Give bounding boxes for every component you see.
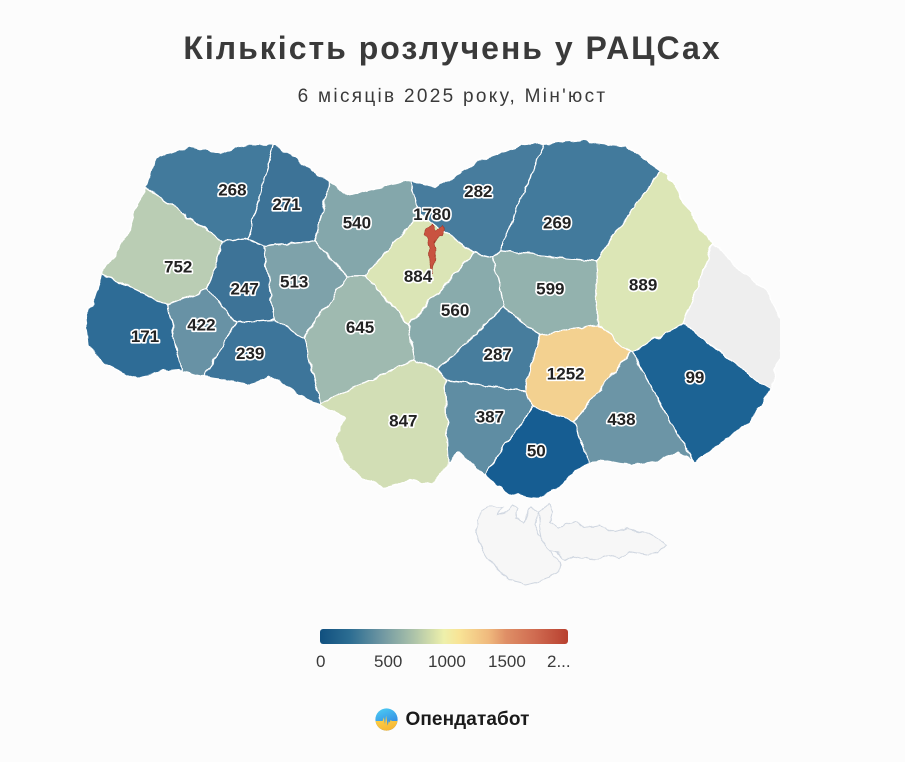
svg-text:271: 271 [272,195,300,214]
svg-text:268: 268 [218,180,246,199]
svg-text:422: 422 [187,316,215,335]
svg-text:513: 513 [280,272,308,291]
svg-text:889: 889 [629,275,657,294]
svg-text:847: 847 [389,412,417,431]
svg-text:540: 540 [343,214,371,233]
svg-text:269: 269 [543,214,571,233]
svg-text:239: 239 [236,344,264,363]
svg-text:645: 645 [346,318,374,337]
svg-text:171: 171 [131,327,159,346]
svg-text:438: 438 [607,410,635,429]
svg-text:99: 99 [685,368,704,387]
svg-text:287: 287 [484,345,512,364]
svg-text:247: 247 [231,279,259,298]
svg-text:884: 884 [404,267,433,286]
svg-text:282: 282 [464,182,492,201]
svg-text:1252: 1252 [547,364,585,383]
svg-text:387: 387 [476,408,504,427]
svg-text:1780: 1780 [413,205,451,224]
svg-text:752: 752 [164,258,192,277]
svg-text:599: 599 [536,279,564,298]
svg-text:50: 50 [527,442,546,461]
svg-text:560: 560 [441,301,469,320]
